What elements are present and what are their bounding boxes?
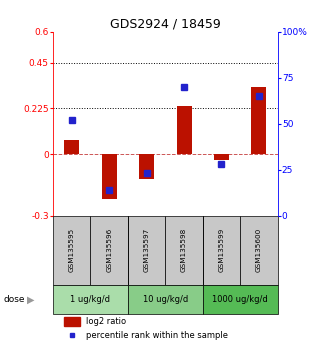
Bar [177,107,192,154]
Bar [128,285,203,314]
Bar [64,140,79,154]
Bar [165,216,203,285]
Text: percentile rank within the sample: percentile rank within the sample [85,331,228,340]
Bar [214,154,229,160]
Title: GDS2924 / 18459: GDS2924 / 18459 [110,18,221,31]
Text: GSM135596: GSM135596 [106,228,112,272]
Text: 1 ug/kg/d: 1 ug/kg/d [70,295,110,304]
Bar [53,285,128,314]
Text: 1000 ug/kg/d: 1000 ug/kg/d [212,295,268,304]
Bar [64,317,80,326]
Bar [53,216,91,285]
Bar [91,216,128,285]
Bar [203,285,278,314]
Text: GSM135599: GSM135599 [219,228,224,272]
Text: GSM135595: GSM135595 [69,228,75,272]
Text: ▶: ▶ [27,295,35,304]
Bar [240,216,278,285]
Text: 10 ug/kg/d: 10 ug/kg/d [143,295,188,304]
Text: GSM135600: GSM135600 [256,228,262,272]
Text: log2 ratio: log2 ratio [85,317,126,326]
Bar [102,154,117,199]
Bar [139,154,154,179]
Text: GSM135598: GSM135598 [181,228,187,272]
Bar [128,216,165,285]
Bar [251,87,266,154]
Bar [203,216,240,285]
Text: dose: dose [3,295,25,304]
Text: GSM135597: GSM135597 [143,228,150,272]
